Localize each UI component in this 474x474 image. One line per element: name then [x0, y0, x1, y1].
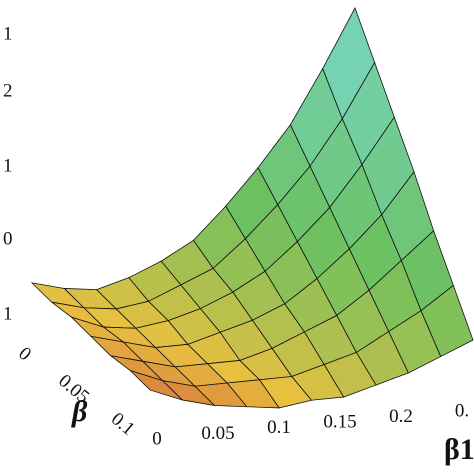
z-tick-label: 2: [3, 80, 13, 101]
x-tick-label: 0.1: [267, 417, 291, 438]
y-tick-label: 0: [14, 343, 35, 365]
x-tick-label: 0.2: [389, 406, 413, 427]
z-tick-label: 1: [3, 303, 13, 324]
z-tick-label: 0: [3, 228, 13, 249]
y-axis-label: β: [71, 395, 88, 428]
x-tick-label: 0.05: [201, 423, 234, 444]
z-tick-label: 1: [3, 155, 13, 176]
z-tick-label: 1: [3, 23, 13, 44]
y-tick-label: 0.1: [107, 408, 139, 439]
x-tick-label: 0: [152, 428, 162, 449]
surface-patch: [420, 284, 474, 358]
x-tick-label: 0.: [455, 400, 469, 421]
x-tick-label: 0.15: [323, 412, 356, 433]
x-axis-label: β1: [444, 433, 474, 466]
